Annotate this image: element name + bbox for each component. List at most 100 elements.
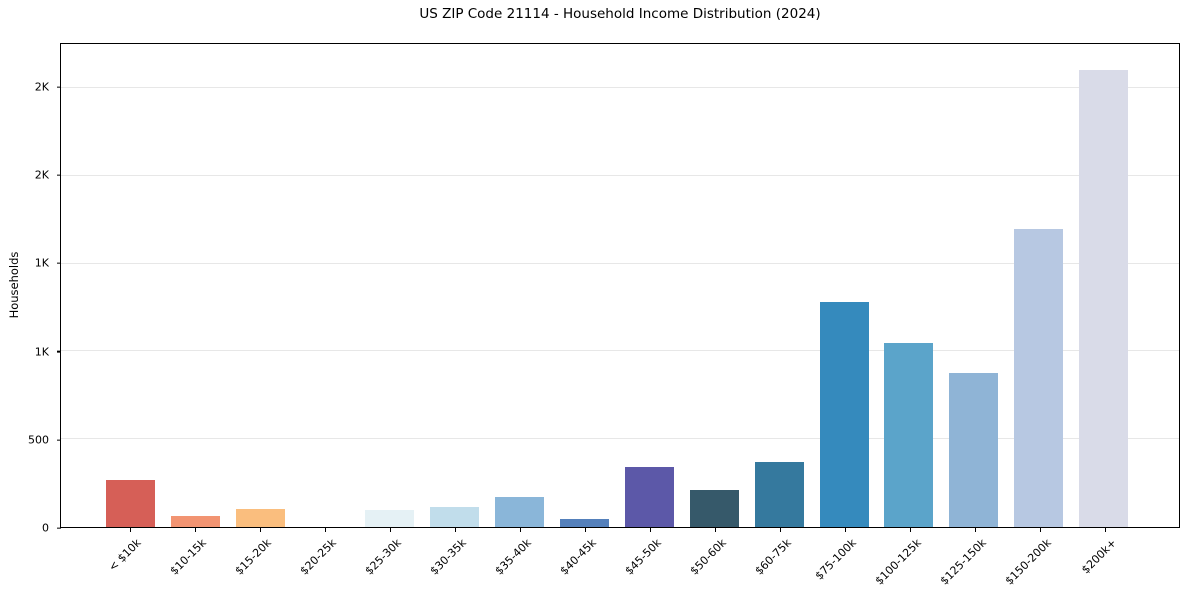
bar — [365, 509, 415, 527]
y-tick-mark — [57, 527, 61, 529]
x-tick-label: $10-15k — [167, 536, 209, 578]
bar — [105, 479, 155, 527]
x-tick-mark — [779, 528, 781, 532]
bar — [624, 466, 674, 527]
x-tick-label: $100-125k — [872, 536, 924, 588]
x-axis-slot: $30-35k — [422, 528, 487, 590]
x-axis-slot: $15-20k — [227, 528, 292, 590]
bar — [430, 507, 480, 527]
gridline — [61, 86, 1179, 88]
bar — [689, 490, 739, 527]
bar — [1079, 69, 1129, 527]
x-tick-mark — [909, 528, 911, 532]
x-axis-slot: < $10k — [97, 528, 162, 590]
bar — [560, 519, 610, 527]
x-tick-label: $20-25k — [297, 536, 339, 578]
y-tick-mark — [57, 86, 61, 88]
bar-slot — [1071, 44, 1136, 527]
y-axis: 0 500 1K 1K 2K 2K — [0, 43, 61, 534]
bar-slot — [682, 44, 747, 527]
bar — [495, 496, 545, 527]
bar-slot — [1006, 44, 1071, 527]
y-tick-label: 1K — [34, 256, 49, 270]
y-tick-label: 1K — [34, 345, 49, 359]
x-tick-mark — [649, 528, 651, 532]
x-axis-slot: $100-125k — [872, 528, 942, 590]
gridline — [61, 174, 1179, 176]
plot-area — [60, 43, 1180, 528]
bar — [819, 302, 869, 527]
bars-container — [61, 44, 1179, 527]
x-axis-slot: $150-200k — [1003, 528, 1072, 590]
bar — [884, 343, 934, 527]
x-tick-label: $25-30k — [362, 536, 404, 578]
y-tick-label: 2K — [34, 80, 49, 94]
x-axis-slot: $45-50k — [617, 528, 682, 590]
bar-slot — [422, 44, 487, 527]
x-tick-label: $200k+ — [1078, 536, 1119, 577]
x-axis-slot: $50-60k — [682, 528, 747, 590]
bar — [1014, 228, 1064, 527]
bar-slot — [98, 44, 163, 527]
x-tick-mark — [519, 528, 521, 532]
bar-slot — [293, 44, 358, 527]
bar-slot — [617, 44, 682, 527]
x-tick-mark — [714, 528, 716, 532]
x-axis-slot: $25-30k — [357, 528, 422, 590]
x-tick-mark — [454, 528, 456, 532]
gridline — [61, 262, 1179, 264]
bar — [754, 461, 804, 527]
bar-slot — [877, 44, 942, 527]
x-tick-label: $50-60k — [687, 536, 729, 578]
x-tick-label: $45-50k — [622, 536, 664, 578]
bar-slot — [228, 44, 293, 527]
x-axis-slot: $75-100k — [812, 528, 877, 590]
x-axis-slot: $200k+ — [1072, 528, 1137, 590]
y-tick-label: 0 — [42, 521, 49, 535]
x-tick-mark — [259, 528, 261, 532]
bar-slot — [163, 44, 228, 527]
x-tick-mark — [194, 528, 196, 532]
bar-slot — [941, 44, 1006, 527]
y-tick-label: 2K — [34, 168, 49, 182]
x-axis-slot: $125-150k — [937, 528, 1007, 590]
x-axis-slot: $35-40k — [487, 528, 552, 590]
x-tick-mark — [1039, 528, 1041, 532]
x-axis-slot: $40-45k — [552, 528, 617, 590]
bar-slot — [812, 44, 877, 527]
x-tick-mark — [974, 528, 976, 532]
x-tick-label: < $10k — [106, 536, 144, 574]
y-tick-mark — [57, 174, 61, 176]
x-tick-mark — [389, 528, 391, 532]
x-axis-slot: $20-25k — [292, 528, 357, 590]
x-tick-mark — [844, 528, 846, 532]
y-tick-label: 500 — [28, 433, 49, 447]
bar-slot — [487, 44, 552, 527]
bar — [235, 509, 285, 527]
x-tick-mark — [324, 528, 326, 532]
x-tick-mark — [129, 528, 131, 532]
bar-slot — [552, 44, 617, 527]
x-tick-label: $125-150k — [937, 536, 989, 588]
bar-slot — [747, 44, 812, 527]
x-tick-label: $75-100k — [812, 536, 859, 583]
y-tick-mark — [57, 439, 61, 441]
x-axis: < $10k $10-15k $15-20k $20-25k $25-30k $30-35… — [60, 528, 1180, 590]
gridline — [61, 438, 1179, 440]
x-tick-label: $30-35k — [427, 536, 469, 578]
x-axis-slot: $10-15k — [162, 528, 227, 590]
x-tick-label: $35-40k — [492, 536, 534, 578]
chart-title: US ZIP Code 21114 - Household Income Dis… — [419, 6, 821, 22]
x-tick-mark — [1104, 528, 1106, 532]
x-tick-label: $60-75k — [752, 536, 794, 578]
gridline — [61, 350, 1179, 352]
x-tick-mark — [584, 528, 586, 532]
bar-slot — [358, 44, 423, 527]
bar — [170, 516, 220, 527]
x-axis-slot: $60-75k — [747, 528, 812, 590]
bar — [949, 373, 999, 527]
y-tick-mark — [57, 262, 61, 265]
x-tick-label: $15-20k — [232, 536, 274, 578]
x-tick-label: $40-45k — [557, 536, 599, 578]
